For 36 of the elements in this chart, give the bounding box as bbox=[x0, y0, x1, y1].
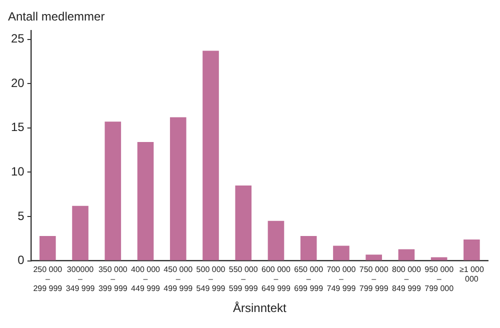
x-tick-label: 950 000 – 799 000 bbox=[424, 264, 454, 294]
bar bbox=[300, 236, 317, 260]
x-tick-label: 550 000 – 599 999 bbox=[228, 264, 258, 294]
bar bbox=[202, 50, 219, 260]
x-tick-label: 400 000 – 449 999 bbox=[131, 264, 161, 294]
bar bbox=[137, 142, 154, 260]
bar bbox=[333, 246, 350, 260]
x-tick-label: 300000 – 349 999 bbox=[66, 264, 96, 294]
y-tick-label: 0 bbox=[18, 253, 25, 268]
bar bbox=[430, 257, 448, 260]
x-tick-label: 750 000 – 799 999 bbox=[359, 264, 389, 294]
x-tick-label: 350 000 – 399 999 bbox=[98, 264, 128, 294]
bar bbox=[170, 117, 186, 260]
x-tick-label: 600 000 – 649 999 bbox=[262, 264, 291, 294]
bar bbox=[268, 220, 284, 260]
x-tick-label: 450 000 – 499 999 bbox=[164, 264, 194, 294]
bar bbox=[40, 236, 56, 260]
y-tick-label: 10 bbox=[10, 164, 25, 178]
x-axis-title: Årsinntekt bbox=[232, 301, 288, 316]
y-tick-label: 25 bbox=[10, 32, 25, 46]
x-tick-label: 500 000 – 549 999 bbox=[196, 264, 226, 294]
x-tick-label: 700 000 – 749 999 bbox=[326, 264, 356, 294]
y-tick-label: 5 bbox=[18, 208, 25, 223]
bar bbox=[235, 185, 252, 260]
y-tick-label: 15 bbox=[10, 120, 25, 134]
x-tick-label: 800 000 – 849 999 bbox=[392, 264, 422, 294]
x-tick-label: ≥1 000 000 bbox=[459, 264, 484, 284]
bar bbox=[72, 206, 88, 260]
x-tick-label: 250 000 – 299 999 bbox=[33, 264, 63, 294]
x-tick-label: 650 000 – 699 999 bbox=[294, 264, 324, 294]
y-tick-label: 20 bbox=[10, 76, 25, 90]
bar bbox=[464, 240, 480, 260]
bar bbox=[104, 122, 122, 260]
bar bbox=[366, 254, 382, 260]
bar bbox=[398, 249, 415, 260]
y-axis-title: Antall medlemmer bbox=[8, 10, 105, 24]
